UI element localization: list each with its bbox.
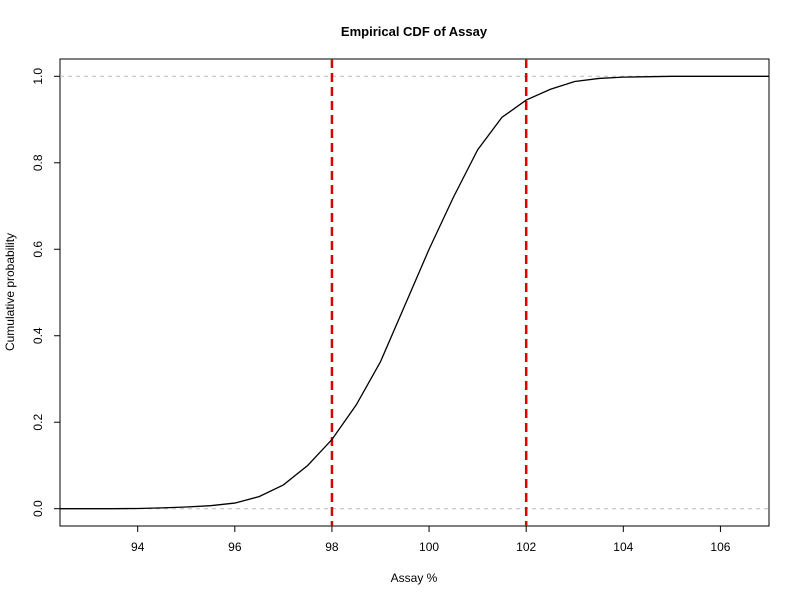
- chart-title: Empirical CDF of Assay: [341, 24, 488, 39]
- y-tick-label-4: 0.8: [31, 154, 45, 171]
- y-tick-label-2: 0.4: [31, 327, 45, 344]
- y-tick-label-5: 1.0: [31, 68, 45, 85]
- x-tick-label-3: 100: [419, 540, 439, 554]
- y-axis-label: Cumulative probability: [3, 233, 17, 351]
- x-tick-label-6: 106: [710, 540, 730, 554]
- y-axis: 0.0 0.2 0.4 0.6 0.8 1.0: [31, 68, 60, 517]
- x-tick-label-4: 102: [516, 540, 536, 554]
- series-layer: [60, 75, 769, 510]
- series-line-0: [60, 75, 769, 510]
- plot-frame: [59, 58, 770, 527]
- x-axis-label: Assay %: [391, 571, 438, 585]
- reference-lines: [60, 59, 769, 526]
- x-tick-label-0: 94: [131, 540, 145, 554]
- y-tick-label-1: 0.2: [31, 414, 45, 431]
- y-tick-label-3: 0.6: [31, 241, 45, 258]
- y-tick-label-0: 0.0: [31, 500, 45, 517]
- x-tick-label-5: 104: [613, 540, 633, 554]
- x-axis: 94 96 98 100 102 104 106: [131, 526, 731, 554]
- x-tick-label-2: 98: [325, 540, 339, 554]
- x-tick-label-1: 96: [228, 540, 242, 554]
